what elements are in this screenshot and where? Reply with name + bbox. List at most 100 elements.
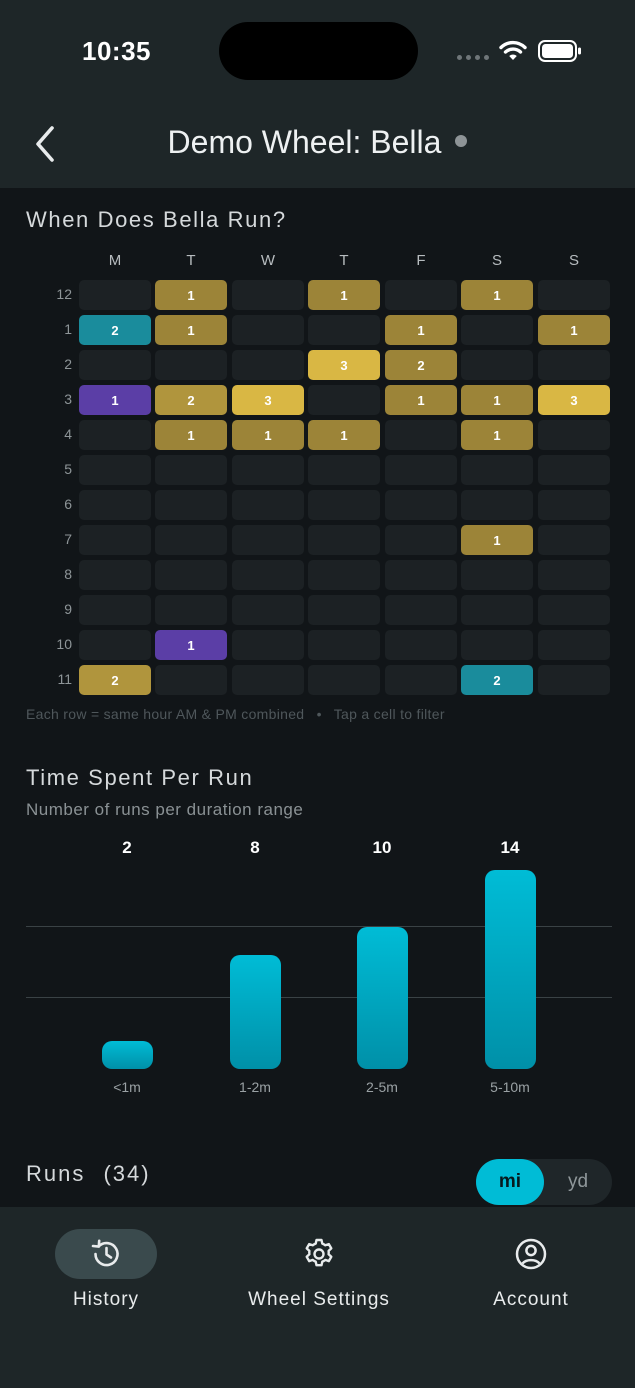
back-button[interactable] (30, 124, 60, 164)
heatmap-cell[interactable] (385, 455, 457, 485)
heatmap-cell[interactable] (79, 420, 151, 450)
heatmap-cell[interactable]: 1 (461, 280, 533, 310)
heatmap-cell[interactable] (538, 350, 610, 380)
heatmap-cell[interactable]: 1 (461, 385, 533, 415)
heatmap-cell[interactable] (79, 490, 151, 520)
heatmap-cell[interactable] (232, 665, 304, 695)
heatmap-cell[interactable] (461, 350, 533, 380)
heatmap-cell[interactable]: 3 (308, 350, 380, 380)
day-header: S (491, 252, 502, 269)
heatmap-cell[interactable]: 3 (232, 385, 304, 415)
duration-bar[interactable] (485, 870, 536, 1069)
duration-bar[interactable] (230, 955, 281, 1069)
heatmap-cell[interactable] (155, 455, 227, 485)
heatmap-cell[interactable] (385, 490, 457, 520)
heatmap-cell[interactable]: 3 (538, 385, 610, 415)
heatmap-cell[interactable] (79, 525, 151, 555)
duration-bar[interactable] (102, 1040, 153, 1069)
heatmap-cell[interactable] (538, 455, 610, 485)
heatmap-cell[interactable] (79, 455, 151, 485)
heatmap-cell[interactable] (79, 280, 151, 310)
heatmap-cell[interactable] (538, 630, 610, 660)
heatmap-cell[interactable]: 1 (385, 315, 457, 345)
heatmap-cell[interactable] (385, 630, 457, 660)
heatmap-cell[interactable] (308, 630, 380, 660)
heatmap-cell[interactable]: 1 (308, 280, 380, 310)
heatmap-cell[interactable] (232, 560, 304, 590)
heatmap-cell[interactable] (538, 665, 610, 695)
heatmap-cell[interactable] (461, 560, 533, 590)
heatmap-cell[interactable] (308, 560, 380, 590)
heatmap-cell[interactable] (308, 490, 380, 520)
heatmap-cell[interactable] (385, 420, 457, 450)
heatmap-cell[interactable]: 1 (155, 315, 227, 345)
heatmap-cell[interactable] (538, 280, 610, 310)
heatmap-cell[interactable] (538, 490, 610, 520)
duration-bar[interactable] (357, 926, 408, 1069)
heatmap-cell[interactable] (461, 455, 533, 485)
heatmap-cell[interactable] (155, 525, 227, 555)
heatmap-cell[interactable] (461, 315, 533, 345)
heatmap-cell[interactable] (308, 455, 380, 485)
heatmap-cell[interactable] (232, 490, 304, 520)
heatmap-cell[interactable]: 2 (461, 665, 533, 695)
heatmap-cell[interactable] (308, 315, 380, 345)
heatmap-cell[interactable] (308, 385, 380, 415)
heatmap-cell[interactable]: 1 (308, 420, 380, 450)
heatmap-cell[interactable] (79, 595, 151, 625)
heatmap-cell[interactable] (155, 595, 227, 625)
heatmap-cell[interactable] (385, 595, 457, 625)
heatmap-cell[interactable] (79, 630, 151, 660)
heatmap-cell[interactable]: 2 (79, 665, 151, 695)
heatmap-cell[interactable] (232, 350, 304, 380)
heatmap-cell[interactable]: 1 (461, 525, 533, 555)
signal-icon (457, 55, 489, 60)
heatmap-cell[interactable] (385, 560, 457, 590)
heatmap-cell[interactable]: 1 (385, 385, 457, 415)
hour-label: 1 (64, 321, 72, 337)
heatmap-cell[interactable] (308, 665, 380, 695)
tab-wheel-settings[interactable]: Wheel Settings (219, 1229, 419, 1311)
heatmap-cell[interactable] (155, 350, 227, 380)
heatmap-cell[interactable]: 1 (232, 420, 304, 450)
heatmap-cell[interactable] (538, 420, 610, 450)
hour-label: 2 (64, 356, 72, 372)
heatmap-cell[interactable] (232, 595, 304, 625)
heatmap-cell[interactable] (232, 630, 304, 660)
heatmap-cell[interactable] (308, 595, 380, 625)
heatmap-cell[interactable] (232, 280, 304, 310)
heatmap-cell[interactable]: 1 (155, 630, 227, 660)
unit-mi-button[interactable]: mi (476, 1159, 544, 1205)
heatmap-cell[interactable] (538, 595, 610, 625)
heatmap-cell[interactable] (232, 455, 304, 485)
heatmap-cell[interactable] (538, 560, 610, 590)
unit-yd-button[interactable]: yd (567, 1171, 589, 1192)
heatmap-cell[interactable]: 2 (385, 350, 457, 380)
heatmap-cell[interactable] (461, 490, 533, 520)
heatmap-cell[interactable]: 1 (79, 385, 151, 415)
heatmap-cell[interactable]: 2 (155, 385, 227, 415)
tab-history[interactable]: History (6, 1229, 206, 1311)
heatmap-cell[interactable]: 1 (538, 315, 610, 345)
heatmap-cell[interactable] (385, 280, 457, 310)
heatmap-cell[interactable] (385, 665, 457, 695)
heatmap-cell[interactable] (538, 525, 610, 555)
heatmap-cell[interactable] (79, 560, 151, 590)
heatmap-cell[interactable] (155, 560, 227, 590)
heatmap-cell[interactable] (79, 350, 151, 380)
heatmap-cell[interactable] (232, 525, 304, 555)
heatmap-cell[interactable]: 1 (461, 420, 533, 450)
tab-account[interactable]: Account (431, 1229, 631, 1311)
heatmap-cell[interactable] (155, 490, 227, 520)
heatmap-cell[interactable]: 1 (155, 420, 227, 450)
hour-label: 4 (64, 426, 72, 442)
heatmap-cell[interactable]: 2 (79, 315, 151, 345)
heatmap-cell[interactable] (385, 525, 457, 555)
heatmap-cell[interactable] (155, 665, 227, 695)
bar-value-label: 14 (500, 838, 520, 857)
heatmap-cell[interactable] (461, 595, 533, 625)
heatmap-cell[interactable] (308, 525, 380, 555)
heatmap-cell[interactable]: 1 (155, 280, 227, 310)
heatmap-cell[interactable] (232, 315, 304, 345)
heatmap-cell[interactable] (461, 630, 533, 660)
